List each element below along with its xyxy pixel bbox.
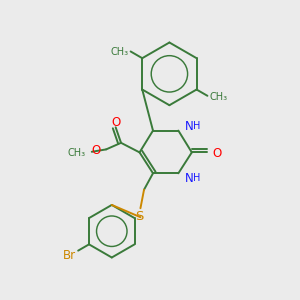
Text: S: S [135, 210, 143, 223]
Text: N: N [185, 172, 194, 185]
Text: H: H [193, 121, 201, 131]
Text: O: O [212, 147, 221, 161]
Text: N: N [185, 120, 194, 133]
Text: O: O [92, 144, 101, 158]
Text: Br: Br [63, 249, 76, 262]
Text: H: H [193, 173, 201, 183]
Text: O: O [111, 116, 120, 129]
Text: CH₃: CH₃ [67, 148, 85, 158]
Text: CH₃: CH₃ [210, 92, 228, 102]
Text: CH₃: CH₃ [110, 47, 128, 57]
